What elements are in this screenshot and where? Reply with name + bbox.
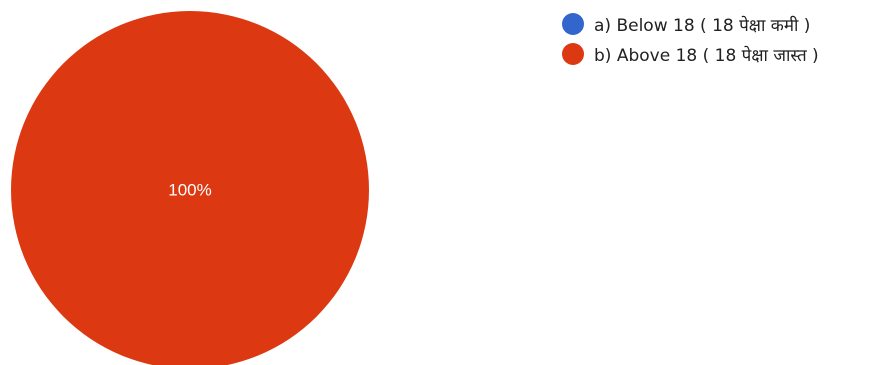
legend-label-above-18: b) Above 18 ( 18 पेक्षा जास्त ) bbox=[594, 45, 819, 66]
pie-slice-above-18[interactable] bbox=[11, 11, 369, 365]
pie-slice-labels: 100% bbox=[168, 181, 211, 200]
pie-slice-above-18-label: 100% bbox=[168, 181, 211, 200]
legend-swatch-below-18 bbox=[562, 13, 584, 35]
pie-slices bbox=[11, 11, 369, 365]
legend-swatch-above-18 bbox=[562, 43, 584, 65]
legend-item-above-18[interactable]: b) Above 18 ( 18 पेक्षा जास्त ) bbox=[562, 39, 819, 69]
legend-label-below-18: a) Below 18 ( 18 पेक्षा कमी ) bbox=[594, 15, 811, 36]
legend: a) Below 18 ( 18 पेक्षा कमी ) b) Above 1… bbox=[562, 9, 819, 69]
legend-item-below-18[interactable]: a) Below 18 ( 18 पेक्षा कमी ) bbox=[562, 9, 819, 39]
